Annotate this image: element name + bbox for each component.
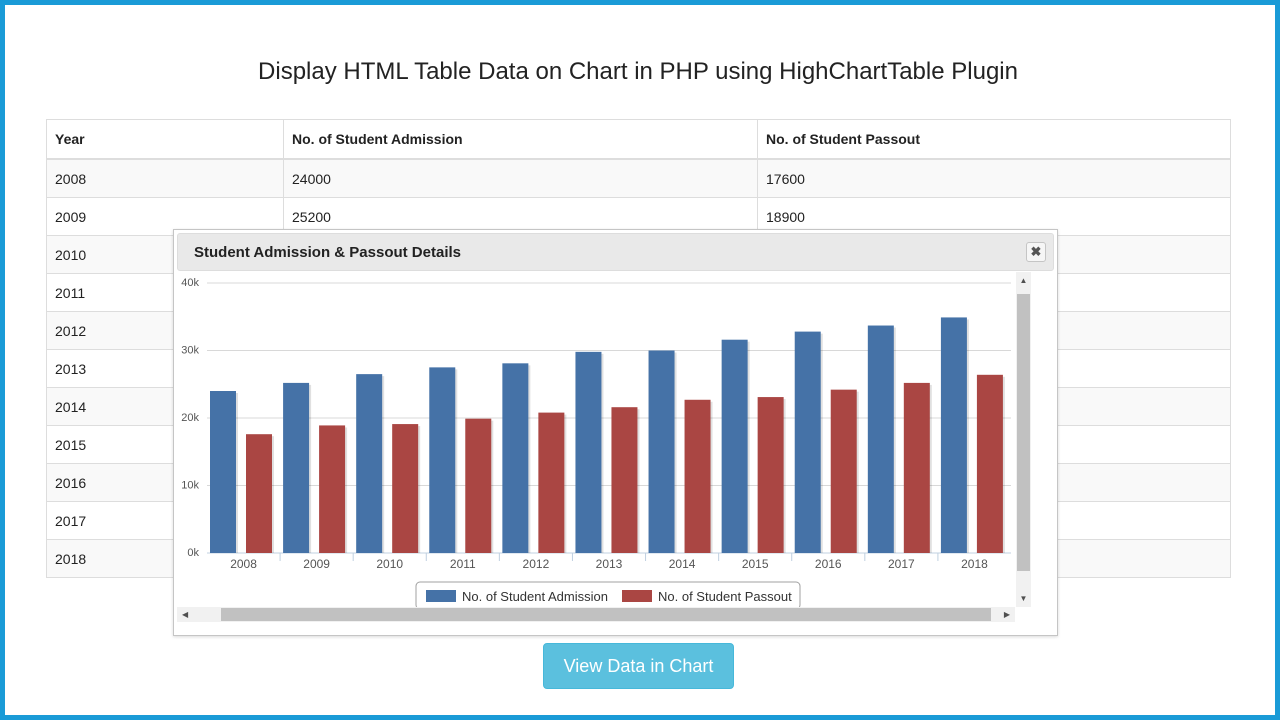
bar-passout xyxy=(903,382,930,553)
column-header-year: Year xyxy=(46,119,284,160)
y-tick-label: 10k xyxy=(181,480,199,492)
y-tick-label: 40k xyxy=(181,277,199,289)
vertical-scrollbar[interactable]: ▲ ▼ xyxy=(1016,272,1031,607)
x-tick-label: 2015 xyxy=(742,557,769,571)
table-header-row: Year No. of Student Admission No. of Stu… xyxy=(46,119,1231,160)
bar-passout xyxy=(392,424,419,553)
horizontal-scrollbar[interactable]: ◀ ▶ xyxy=(177,607,1015,622)
x-tick-label: 2013 xyxy=(596,557,623,571)
legend-label: No. of Student Admission xyxy=(462,589,608,604)
x-tick-label: 2009 xyxy=(303,557,330,571)
x-tick-label: 2008 xyxy=(230,557,257,571)
table-row: 2008 24000 17600 xyxy=(46,158,1231,198)
x-tick-label: 2014 xyxy=(669,557,696,571)
page-title: Display HTML Table Data on Chart in PHP … xyxy=(258,58,1018,85)
bar-passout xyxy=(830,389,857,553)
x-tick-label: 2010 xyxy=(376,557,403,571)
bar-admission xyxy=(867,325,894,553)
bar-chart: 0k 10k 20k 30k 40k 2008 2009 2010 2011 2012 2013 20… xyxy=(181,277,1011,609)
bar-passout xyxy=(757,397,784,553)
passout-cell: 17600 xyxy=(757,158,1231,198)
y-tick-label: 30k xyxy=(181,345,199,357)
bar-admission xyxy=(721,339,748,553)
scroll-right-icon[interactable]: ▶ xyxy=(1003,610,1010,619)
x-tick-label: 2017 xyxy=(888,557,915,571)
bar-passout xyxy=(246,434,272,553)
bar-admission xyxy=(356,374,383,553)
dialog-title: Student Admission & Passout Details xyxy=(194,244,461,261)
bar-passout xyxy=(538,412,565,553)
bar-passout xyxy=(465,418,492,553)
y-tick-label: 20k xyxy=(181,412,199,424)
x-tick-label: 2018 xyxy=(961,557,988,571)
bar-admission xyxy=(429,367,456,553)
dialog-header: Student Admission & Passout Details ✖ xyxy=(177,233,1054,271)
bar-passout xyxy=(684,399,711,553)
bar-passout xyxy=(976,374,1003,553)
legend-label: No. of Student Passout xyxy=(658,589,792,604)
chart-area: 0k 10k 20k 30k 40k 2008 2009 2010 2011 2012 2013 20… xyxy=(174,272,1014,609)
x-tick-label: 2016 xyxy=(815,557,842,571)
legend-swatch xyxy=(622,590,652,602)
scroll-left-icon[interactable]: ◀ xyxy=(182,610,189,619)
bar-admission xyxy=(648,350,675,553)
column-header-passout: No. of Student Passout xyxy=(757,119,1231,160)
legend-swatch xyxy=(426,590,456,602)
scroll-down-icon[interactable]: ▼ xyxy=(1019,594,1028,603)
bar-admission xyxy=(575,351,602,553)
horizontal-scroll-thumb[interactable] xyxy=(221,608,991,621)
vertical-scroll-thumb[interactable] xyxy=(1017,294,1030,571)
close-icon[interactable]: ✖ xyxy=(1026,242,1046,262)
bar-passout xyxy=(319,425,346,553)
scroll-up-icon[interactable]: ▲ xyxy=(1019,276,1028,285)
legend-box xyxy=(415,581,801,609)
year-cell: 2008 xyxy=(46,158,284,198)
bar-admission xyxy=(210,391,236,553)
bar-admission xyxy=(283,382,310,553)
view-data-in-chart-button[interactable]: View Data in Chart xyxy=(543,643,734,689)
bar-admission xyxy=(502,363,529,553)
bar-admission xyxy=(794,331,821,553)
chart-dialog: Student Admission & Passout Details ✖ 0k… xyxy=(173,229,1058,636)
x-tick-label: 2012 xyxy=(523,557,550,571)
column-header-admission: No. of Student Admission xyxy=(283,119,758,160)
bar-admission xyxy=(940,317,967,553)
bar-passout xyxy=(611,407,638,553)
admission-cell: 24000 xyxy=(283,158,758,198)
x-tick-label: 2011 xyxy=(450,557,476,571)
y-tick-label: 0k xyxy=(187,547,199,559)
